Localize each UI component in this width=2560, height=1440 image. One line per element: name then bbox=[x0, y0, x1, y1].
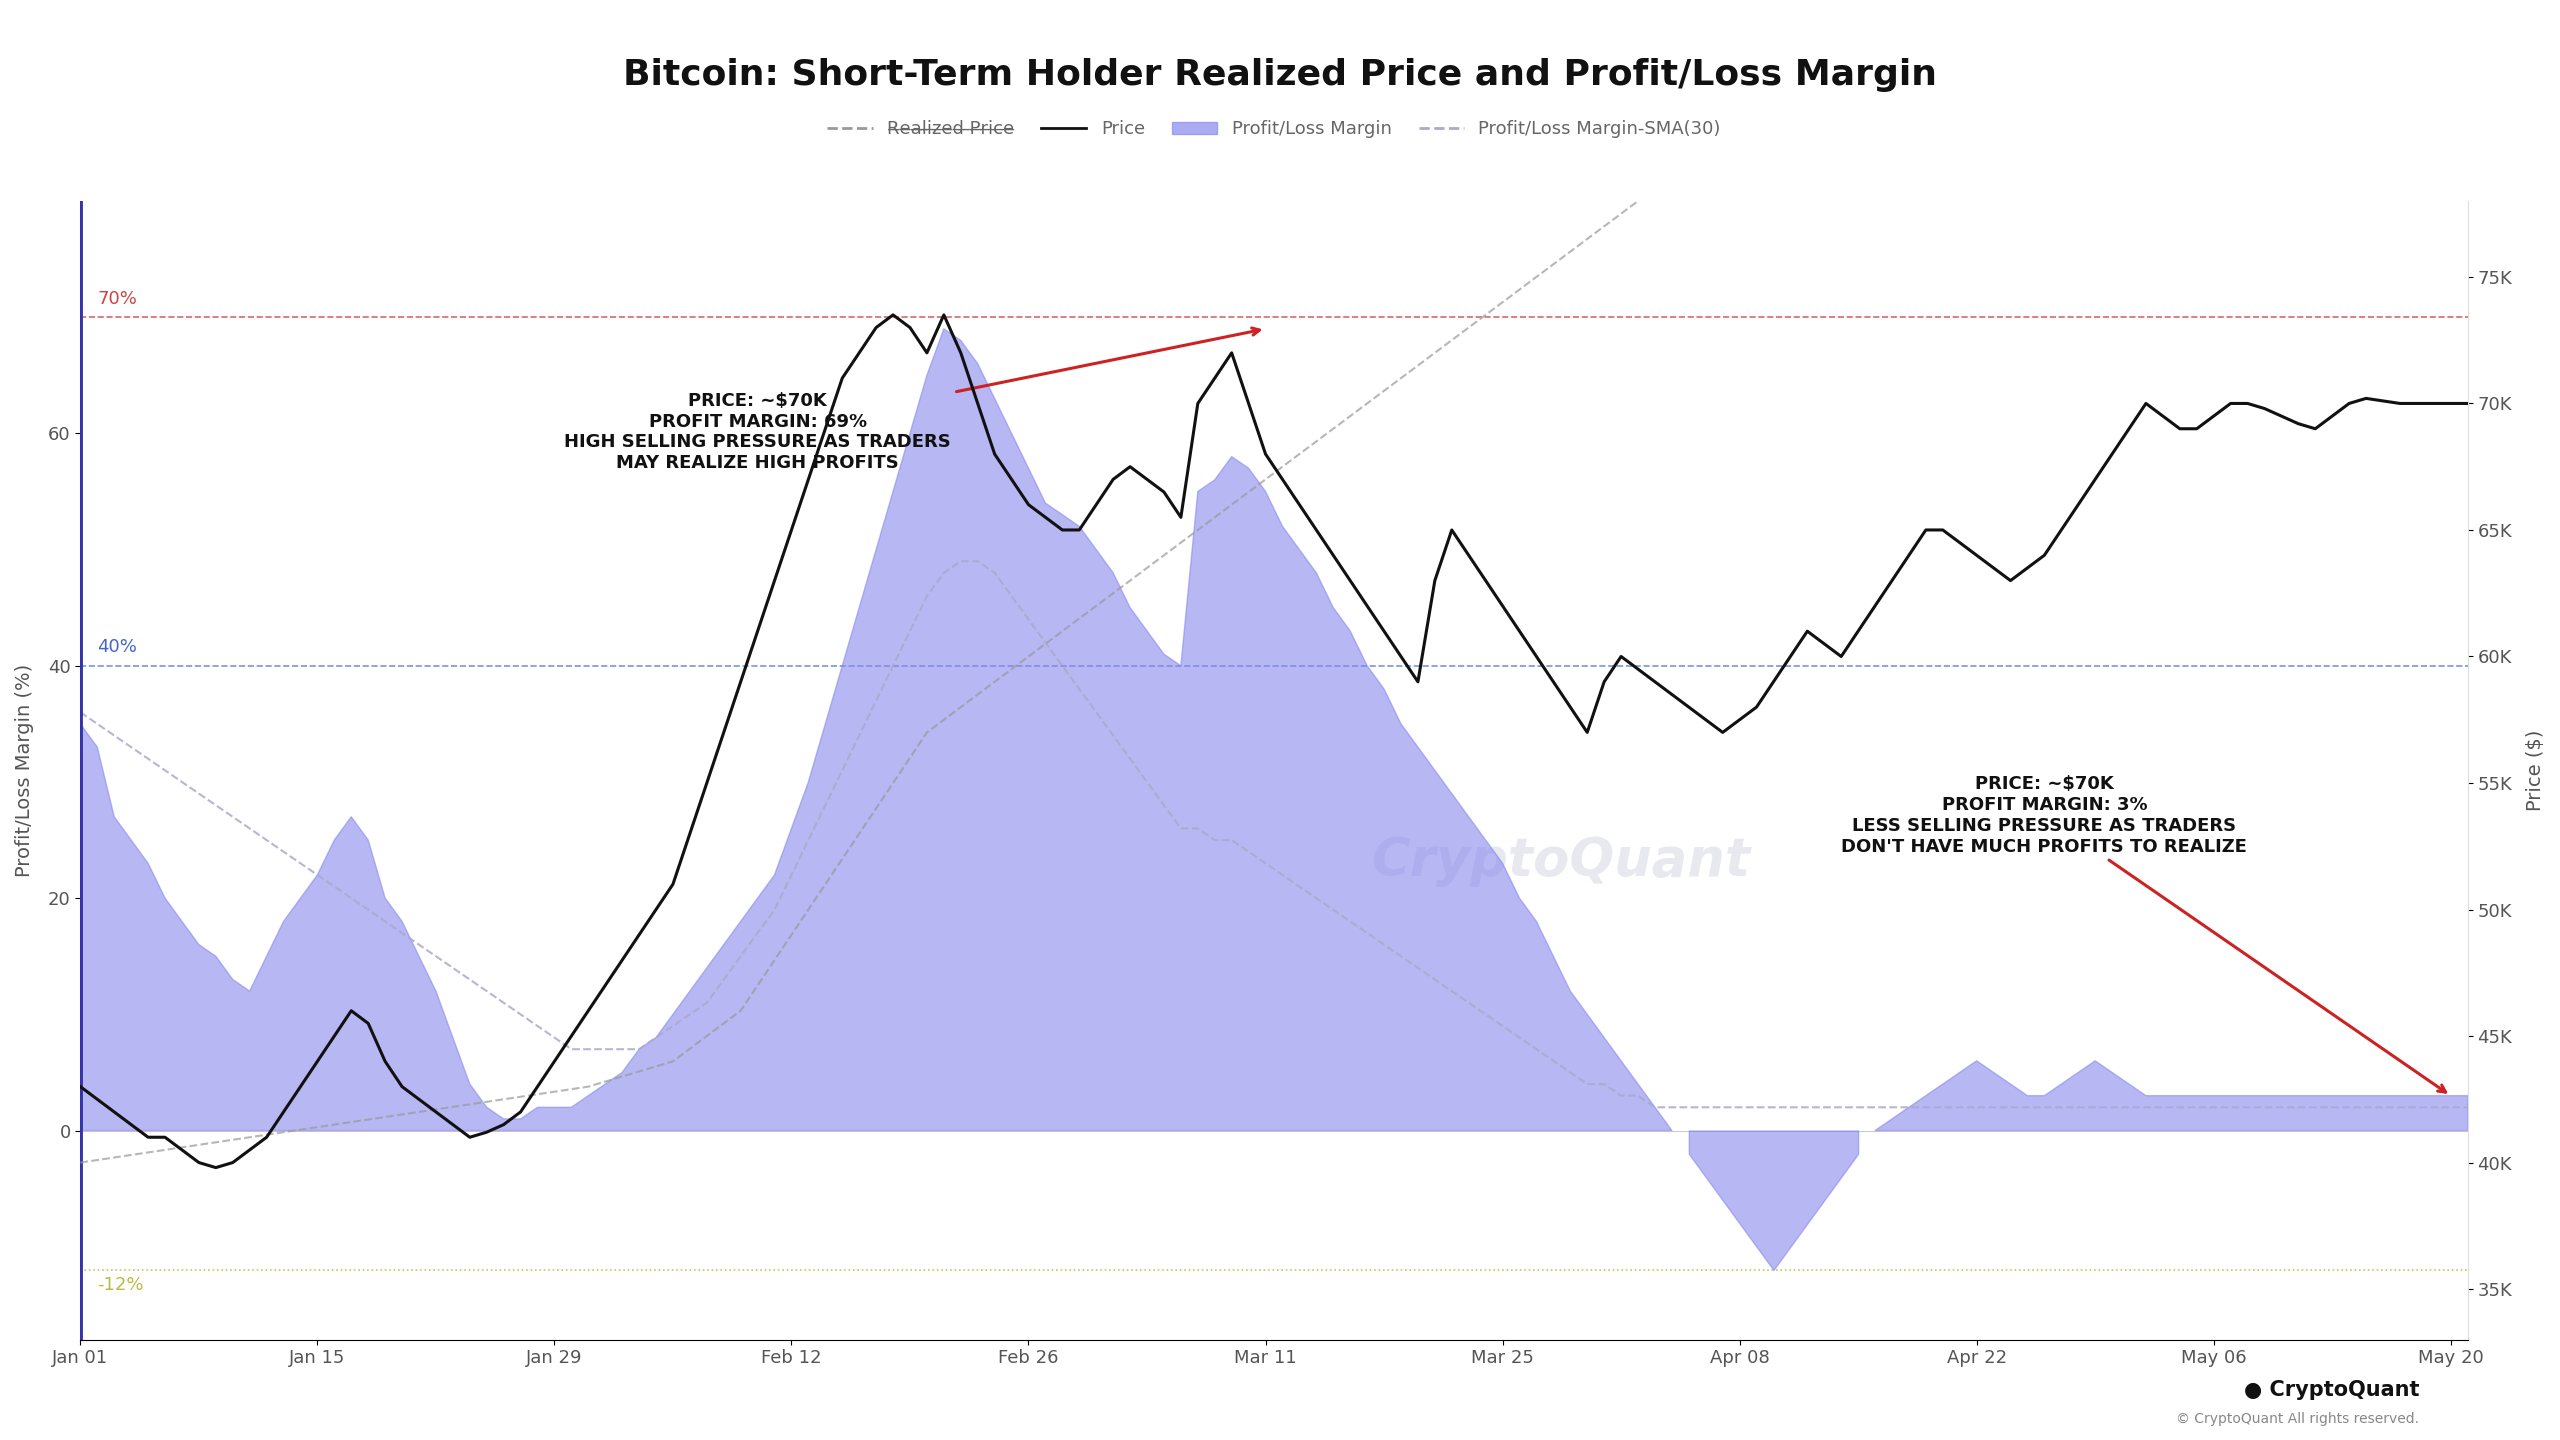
Legend: R̶e̶a̶l̶i̶z̶e̶d̶ ̶P̶r̶i̶c̶e̶, Price, Profit/Loss Margin, Profit/Loss Margin-SMA(: R̶e̶a̶l̶i̶z̶e̶d̶ ̶P̶r̶i̶c̶e̶, Price, Pro… bbox=[819, 114, 1728, 145]
Text: PRICE: ~$70K
PROFIT MARGIN: 69%
HIGH SELLING PRESSURE AS TRADERS
MAY REALIZE HIG: PRICE: ~$70K PROFIT MARGIN: 69% HIGH SEL… bbox=[563, 328, 1260, 472]
Text: 40%: 40% bbox=[97, 638, 138, 657]
Text: -12%: -12% bbox=[97, 1276, 143, 1293]
Y-axis label: Price ($): Price ($) bbox=[2527, 730, 2545, 811]
Y-axis label: Profit/Loss Margin (%): Profit/Loss Margin (%) bbox=[15, 664, 33, 877]
Text: ● CryptoQuant: ● CryptoQuant bbox=[2243, 1380, 2419, 1400]
Text: 70%: 70% bbox=[97, 289, 138, 308]
Text: PRICE: ~$70K
PROFIT MARGIN: 3%
LESS SELLING PRESSURE AS TRADERS
DON'T HAVE MUCH : PRICE: ~$70K PROFIT MARGIN: 3% LESS SELL… bbox=[1841, 775, 2445, 1092]
Text: Bitcoin: Short-Term Holder Realized Price and Profit/Loss Margin: Bitcoin: Short-Term Holder Realized Pric… bbox=[622, 58, 1938, 92]
Text: CryptoQuant: CryptoQuant bbox=[1372, 835, 1751, 887]
Text: © CryptoQuant All rights reserved.: © CryptoQuant All rights reserved. bbox=[2176, 1411, 2419, 1426]
